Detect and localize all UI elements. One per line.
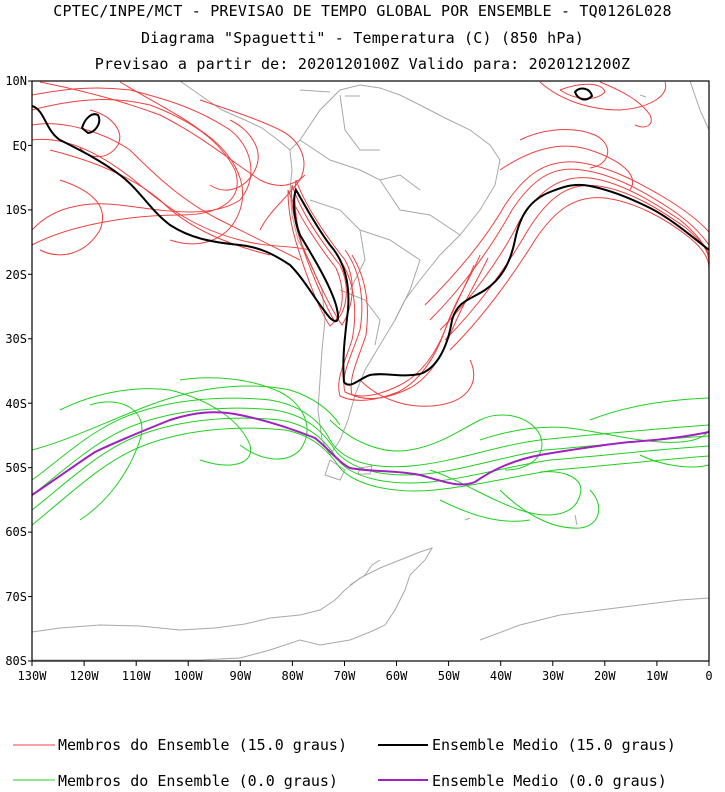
lon-label: 120W	[70, 669, 100, 683]
lon-labels: 130W 120W 110W 100W 90W 80W 70W 60W 50W …	[18, 669, 713, 683]
lon-label: 100W	[174, 669, 204, 683]
lat-label: 50S	[5, 461, 27, 475]
coastlines	[32, 81, 709, 661]
mean-15-line	[32, 105, 709, 386]
legend-label-mean-15: Ensemble Medio (15.0 graus)	[432, 736, 676, 754]
lon-label: 30W	[542, 669, 564, 683]
title-line-3: Previsao a partir de: 2020120100Z Valido…	[94, 55, 631, 73]
mean-15-loop	[80, 113, 101, 135]
title-line-1: CPTEC/INPE/MCT - PREVISAO DE TEMPO GLOBA…	[53, 2, 672, 20]
legend-label-members-15: Membros do Ensemble (15.0 graus)	[58, 736, 347, 754]
lon-label: 50W	[438, 669, 460, 683]
members-15-lines	[32, 81, 709, 407]
legend-label-members-0: Membros do Ensemble (0.0 graus)	[58, 772, 338, 790]
lon-axis	[31, 661, 710, 666]
lat-label: 40S	[5, 397, 27, 411]
title-line-2: Diagrama "Spaguetti" - Temperatura (C) (…	[140, 29, 585, 47]
lon-label: 70W	[334, 669, 356, 683]
lon-label: 40W	[490, 669, 512, 683]
lon-label: 80W	[282, 669, 304, 683]
lon-label: 130W	[18, 669, 48, 683]
lon-label: 90W	[229, 669, 251, 683]
map-frame	[31, 80, 710, 662]
lon-label: 0	[705, 669, 712, 683]
lat-labels: 10N EQ 10S 20S 30S 40S 50S 60S 70S 80S	[5, 74, 27, 668]
lat-label: 80S	[5, 654, 27, 668]
lat-label: 60S	[5, 525, 27, 539]
members-0-lines	[32, 377, 709, 529]
lon-label: 10W	[646, 669, 668, 683]
lat-label: 20S	[5, 268, 27, 282]
lon-label: 20W	[594, 669, 616, 683]
lat-axis	[28, 80, 32, 662]
legend: Membros do Ensemble (15.0 graus) Ensembl…	[13, 736, 676, 790]
lat-label: 30S	[5, 332, 27, 346]
lon-label: 110W	[122, 669, 152, 683]
lat-label: 10N	[5, 74, 27, 88]
lat-label: EQ	[13, 139, 27, 153]
mean-0-line	[32, 411, 709, 496]
mean-15-loop-2	[573, 87, 594, 101]
legend-label-mean-0: Ensemble Medio (0.0 graus)	[432, 772, 667, 790]
lon-label: 60W	[386, 669, 408, 683]
lat-label: 10S	[5, 203, 27, 217]
lat-label: 70S	[5, 590, 27, 604]
